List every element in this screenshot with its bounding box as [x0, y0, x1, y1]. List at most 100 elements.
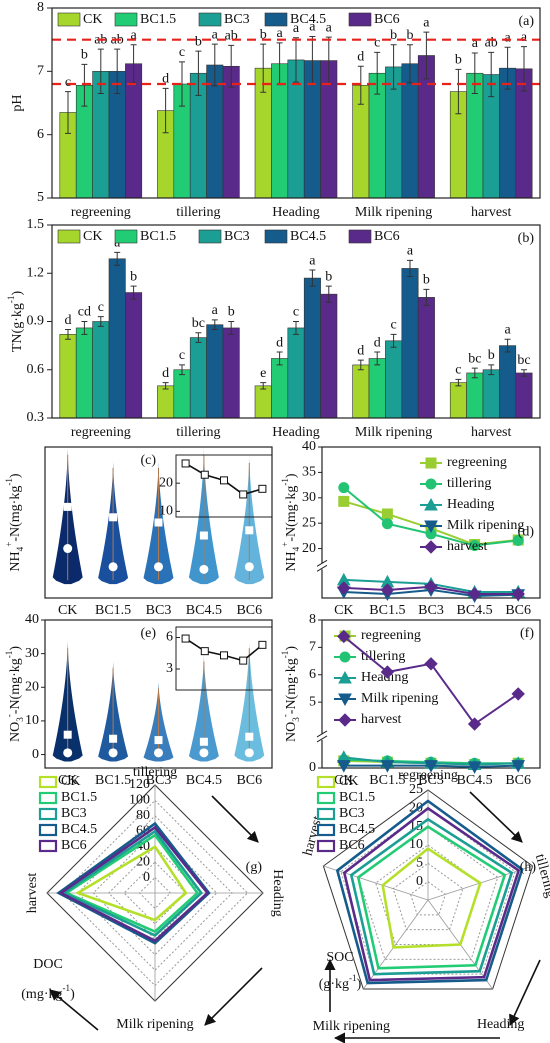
legend-swatch: [348, 12, 372, 27]
x-tick-label: Milk ripening: [355, 425, 432, 440]
panel-tag: (e): [140, 626, 156, 641]
significance-letter: d: [357, 49, 364, 64]
unit-label: (g·kg-1): [319, 973, 362, 992]
error-bar: [195, 332, 202, 343]
error-bar: [114, 251, 121, 266]
y-tick-label: 10: [25, 713, 39, 728]
y-axis-label: NO3--N(mg·kg-1): [280, 646, 301, 742]
y-axis-label: NO3--N(mg·kg-1): [4, 646, 25, 742]
legend-label: CK: [61, 774, 80, 789]
legend-label: Heading: [361, 670, 408, 685]
error-bar: [504, 46, 511, 90]
unit-label: (mg·kg-1): [21, 983, 75, 1002]
y-axis-label-part: -N(mg·kg: [284, 658, 299, 714]
x-tick-label: regreening: [71, 425, 131, 440]
legend-swatch: [57, 229, 81, 244]
legend-swatch: [38, 807, 58, 821]
radar-series: [61, 829, 204, 937]
y-tick-label: 5: [309, 694, 316, 709]
y-axis-label-part: pH: [10, 94, 25, 111]
marker: [337, 581, 351, 595]
radar-ring: [138, 876, 172, 910]
legend-label: BC4.5: [339, 822, 375, 837]
bar: [271, 358, 289, 419]
y-axis-label-part: -N(mg·kg: [8, 658, 23, 714]
x-tick-label: BC4.5: [186, 603, 222, 618]
legend-marker: [424, 520, 438, 534]
y-tick-label: 6: [309, 667, 316, 682]
bar: [125, 292, 143, 419]
y-axis-label-part: NH: [8, 551, 23, 571]
marker: [424, 760, 438, 773]
x-tick-label: harvest: [471, 425, 512, 440]
significance-letter: ab: [225, 29, 238, 44]
legend-label: Heading: [447, 497, 494, 512]
axis-label: Milk ripening: [116, 1017, 193, 1032]
legend-label: BC1.5: [140, 229, 176, 244]
y-axis-label-part: -N(mg·kg: [8, 486, 23, 542]
marker: [467, 717, 482, 731]
error-bar: [228, 44, 235, 88]
arrow: [204, 967, 263, 1026]
marker: [467, 761, 482, 774]
error-bar: [357, 65, 364, 105]
radial-tick-label: 25: [409, 782, 423, 797]
error-bar: [179, 364, 186, 376]
significance-letter: c: [179, 45, 185, 60]
plot-frame: [44, 446, 273, 599]
marker: [424, 580, 438, 594]
radar-series: [349, 817, 514, 976]
radial-tick-label: 20: [136, 854, 150, 869]
y-axis-label-part: -1: [4, 478, 14, 486]
legend-swatch: [316, 823, 336, 837]
significance-letter: c: [98, 300, 104, 315]
y-axis-label-part: +: [4, 542, 14, 547]
error-bar: [97, 316, 104, 327]
significance-letter: c: [455, 363, 461, 378]
significance-letter: b: [325, 269, 332, 284]
error-bar: [81, 321, 88, 335]
significance-letter: b: [228, 305, 235, 320]
y-axis-label-part: ): [10, 291, 25, 296]
error-bar: [228, 321, 235, 335]
error-bar: [471, 52, 478, 94]
error-bar: [390, 44, 397, 90]
x-tick-label: BC3: [418, 603, 444, 618]
x-tick-label: tillering: [176, 205, 220, 220]
legend-label: regreening: [361, 628, 421, 643]
significance-letter: c: [65, 75, 71, 90]
significance-letter: a: [212, 27, 219, 42]
x-tick-label: CK: [334, 773, 353, 788]
error-bar: [325, 285, 332, 303]
significance-letter: c: [179, 348, 185, 363]
bar: [157, 385, 175, 419]
bar: [222, 327, 240, 419]
inset-marker: [239, 656, 248, 665]
unit-label-part: -1: [349, 973, 357, 983]
x-tick-label: CK: [58, 603, 77, 618]
plot-frame: [51, 224, 541, 419]
legend-marker: [425, 457, 437, 469]
y-axis-label: pH: [10, 94, 25, 111]
unit-label-part: ): [70, 987, 75, 1002]
significance-letter: d: [276, 335, 283, 350]
x-tick-label: BC6: [505, 773, 531, 788]
legend-swatch: [114, 12, 138, 27]
axis-label: Heading: [477, 1017, 524, 1032]
significance-letter: b: [81, 48, 88, 63]
error-bar: [488, 364, 495, 376]
y-tick-label: 8: [37, 0, 44, 15]
inset-y-tick-label: 6: [166, 630, 173, 645]
significance-letter: bc: [468, 351, 481, 366]
legend-swatch: [316, 807, 336, 821]
median-marker: [108, 748, 118, 758]
radial-tick-label: 120: [129, 777, 150, 792]
inset-marker: [181, 459, 190, 468]
significance-letter: d: [162, 366, 169, 381]
y-tick-label: 30: [25, 646, 39, 661]
y-axis-label-part: NO: [284, 722, 299, 742]
error-bar: [162, 87, 169, 134]
bar: [320, 293, 338, 419]
x-tick-label: BC3: [146, 603, 172, 618]
plot-frame: [321, 446, 541, 599]
